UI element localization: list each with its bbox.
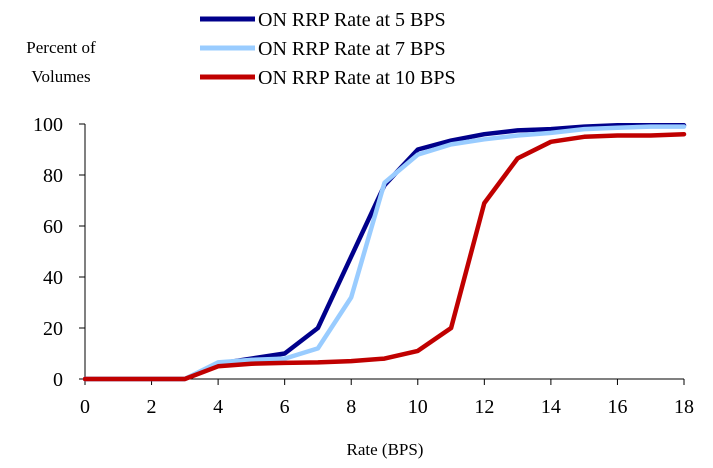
- x-tick-label: 18: [674, 396, 694, 418]
- x-tick-label: 8: [346, 396, 356, 418]
- x-tick-label: 2: [147, 396, 157, 418]
- x-tick-label: 14: [541, 396, 561, 418]
- legend-label: ON RRP Rate at 7 BPS: [258, 38, 446, 60]
- x-axis-label: Rate (BPS): [347, 440, 424, 459]
- x-tick-label: 12: [474, 396, 494, 418]
- y-axis-label-line: Percent of: [26, 38, 96, 57]
- x-tick-label: 10: [408, 396, 428, 418]
- y-tick-label: 40: [43, 267, 63, 289]
- series-lines: [82, 123, 687, 382]
- y-tick-label: 0: [53, 369, 63, 391]
- y-tick-label: 100: [33, 114, 63, 136]
- y-tick-label: 60: [43, 216, 63, 238]
- y-tick-label: 80: [43, 165, 63, 187]
- tick-labels: 0 20 40 60 80 100 0 2 4 6 8 10 12 14 16 18: [33, 114, 694, 418]
- y-tick-label: 20: [43, 318, 63, 340]
- x-tick-label: 6: [280, 396, 290, 418]
- y-axis-label: Percent of Volumes: [26, 38, 96, 86]
- legend-label: ON RRP Rate at 5 BPS: [258, 9, 446, 31]
- x-tick-label: 4: [213, 396, 223, 418]
- x-tick-label: 0: [80, 396, 90, 418]
- x-tick-label: 16: [607, 396, 627, 418]
- series-line-1: [82, 123, 687, 382]
- y-axis-label-line: Volumes: [31, 67, 90, 86]
- legend-label: ON RRP Rate at 10 BPS: [258, 67, 456, 89]
- legend: ON RRP Rate at 5 BPS ON RRP Rate at 7 BPS…: [200, 9, 456, 89]
- series-line-3: [82, 131, 687, 382]
- axes: [79, 123, 685, 385]
- series-line-2: [82, 124, 687, 382]
